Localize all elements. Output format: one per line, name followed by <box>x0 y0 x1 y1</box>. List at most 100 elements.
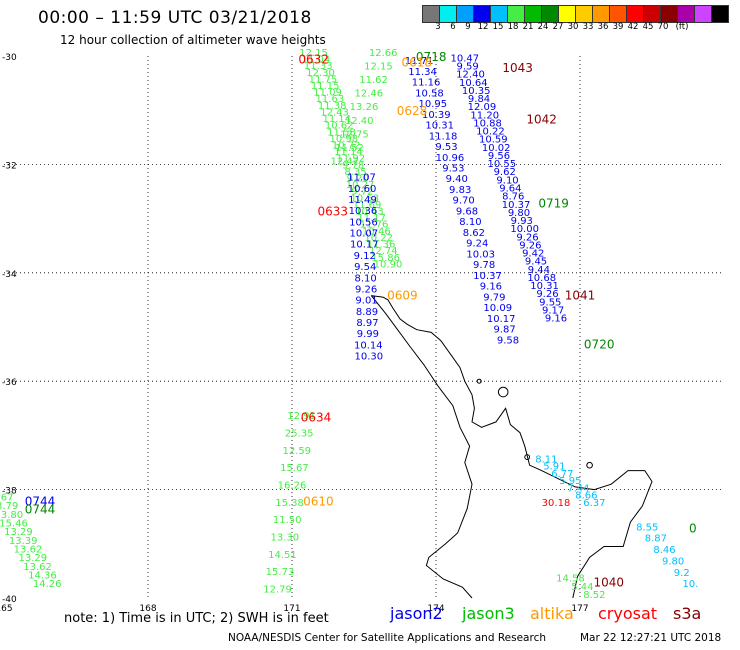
wave-tracks: 12.1511.0411.3312.3011.7511.1511.0911.63… <box>0 48 698 601</box>
wave-height-value: 12.46 <box>354 89 383 100</box>
wave-height-value: 9.24 <box>466 239 488 250</box>
wave-height-value: 10.39 <box>422 110 451 121</box>
wave-height-value: 10.17 <box>350 240 379 251</box>
wave-height-value: 11.07 <box>347 173 376 184</box>
wave-height-value: 10.37 <box>473 271 502 282</box>
wave-height-value: 10. <box>682 579 698 590</box>
wave-height-value: 10.68 <box>527 273 556 284</box>
wave-height-value: 10.27 <box>346 180 375 191</box>
wave-height-value: 15.86 <box>371 253 400 264</box>
wave-track: 8.558.878.469.809.210. <box>636 522 698 590</box>
lon-tick-label: 165 <box>0 604 13 614</box>
wave-height-value: 10.56 <box>349 217 378 228</box>
wave-height-value: 11.71 <box>405 56 434 67</box>
wave-height-value: 10.37 <box>502 200 531 211</box>
wave-height-value: 8.52 <box>583 590 605 601</box>
wave-height-value: 10.90 <box>374 259 403 270</box>
wave-height-value: 15.73 <box>266 567 295 578</box>
wave-height-value: 9.78 <box>342 160 364 171</box>
wave-height-value: 14.51 <box>268 550 297 561</box>
pass-time-label: 1040 <box>594 576 625 590</box>
wave-height-value: 9.99 <box>357 329 379 340</box>
wave-height-value: 11.69 <box>353 200 382 211</box>
wave-height-value: 5.44 <box>571 582 593 593</box>
scale-label: 27 <box>552 22 564 32</box>
wave-height-value: 9.79 <box>483 292 505 303</box>
scale-label: 36 <box>597 22 609 32</box>
wave-height-value: 11.38 <box>318 101 347 112</box>
scale-swatch <box>711 5 729 23</box>
wave-height-value: 9.53 <box>442 163 464 174</box>
lat-tick-label: -36 <box>2 378 17 388</box>
island <box>497 386 509 398</box>
wave-height-value: 9.59 <box>457 62 479 73</box>
wave-track: 12.66 12.15 11.62 12.46 13.26 12.40 12.75 11.52… <box>330 48 397 167</box>
wave-track: 12.91 25.35 12.59 15.67 16.26 15.38 11.50 13.30… <box>263 411 316 595</box>
wave-height-value: 30.18 <box>542 498 571 509</box>
wave-track: 12.1511.0411.3312.3011.7511.1511.0911.63… <box>299 48 402 270</box>
wave-height-value: 9.68 <box>456 206 478 217</box>
scale-label: 18 <box>507 22 519 32</box>
wave-height-value: 9.84 <box>468 94 490 105</box>
wave-height-value: 10.35 <box>462 86 491 97</box>
pass-time-label: 0633 <box>318 204 349 218</box>
wave-height-value: 11.33 <box>304 61 333 72</box>
wave-track: 14.6713.7913.8015.4613.2913.3913.6213.29… <box>0 492 62 590</box>
wave-height-value: 13.62 <box>23 562 52 573</box>
wave-height-value: 7.44 <box>567 483 589 494</box>
scale-label: 15 <box>492 22 504 32</box>
pass-time-label: 0744 <box>25 494 56 508</box>
wave-height-value: 9.53 <box>435 142 457 153</box>
wave-height-value: 9.26 <box>519 240 541 251</box>
wave-height-value: 9.45 <box>525 257 547 268</box>
wave-track: 8.115.916.775.957.448.666.37 <box>535 455 605 509</box>
wave-height-value: 11.58 <box>327 127 356 138</box>
scale-label: 24 <box>537 22 549 32</box>
wave-height-value: 10.30 <box>354 352 383 363</box>
wave-height-value: 9.64 <box>499 184 521 195</box>
scale-label: 70 <box>657 22 669 32</box>
wave-height-value: 11.92 <box>336 154 365 165</box>
wave-height-value: 11.50 <box>273 515 302 526</box>
wave-height-value: 9.40 <box>446 174 468 185</box>
pass-time-label: 0720 <box>584 337 615 351</box>
lat-tick-label: -30 <box>2 53 17 63</box>
wave-height-value: 10.59 <box>479 135 508 146</box>
wave-height-value: 10.58 <box>415 88 444 99</box>
wave-height-value: 13.79 <box>0 501 18 512</box>
wave-height-value: 10.03 <box>466 249 495 260</box>
wave-track: 11.0710.6011.4910.3610.5610.0710.179.129… <box>347 173 383 363</box>
wave-height-value: 9.80 <box>508 208 530 219</box>
wave-height-value: 10.88 <box>473 118 502 129</box>
pass-time-label: 0 <box>689 522 697 536</box>
wave-height-value: 9.01 <box>355 296 377 307</box>
wave-height-value: 10.72 <box>332 140 361 151</box>
wave-height-value: 9.17 <box>542 305 564 316</box>
pass-time-label: 0609 <box>387 288 418 302</box>
wave-height-value: 9.16 <box>545 314 567 325</box>
wave-height-value: 8.62 <box>463 228 485 239</box>
legend-entry-jason3: jason3 <box>462 604 515 623</box>
wave-height-value: 8.55 <box>636 522 658 533</box>
wave-height-value: 11.76 <box>360 220 389 231</box>
wave-height-value: 11.14 <box>334 147 363 158</box>
wave-height-value: 11.36 <box>367 240 396 251</box>
wave-height-value: 10.22 <box>476 127 505 138</box>
wave-height-value: 12.42 <box>330 156 359 167</box>
wave-height-value: 9.16 <box>480 282 502 293</box>
scale-label: 45 <box>642 22 654 32</box>
island <box>524 454 531 460</box>
pass-time-label: 1043 <box>502 61 533 75</box>
legend-entry-cryosat: cryosat <box>598 604 658 623</box>
lon-tick-label: 174 <box>427 604 444 614</box>
wave-height-value: 6.37 <box>583 498 605 509</box>
wave-height-value: 16.26 <box>278 481 307 492</box>
wave-height-value: 12.40 <box>345 116 374 127</box>
wave-height-value: 9.78 <box>473 260 495 271</box>
wave-track: 11.7111.3411.1610.5810.9510.3910.3111.18… <box>405 56 519 346</box>
wave-height-value: 10.96 <box>436 153 465 164</box>
wave-height-value: 12.66 <box>369 48 398 59</box>
wave-height-value: 9.26 <box>355 284 377 295</box>
